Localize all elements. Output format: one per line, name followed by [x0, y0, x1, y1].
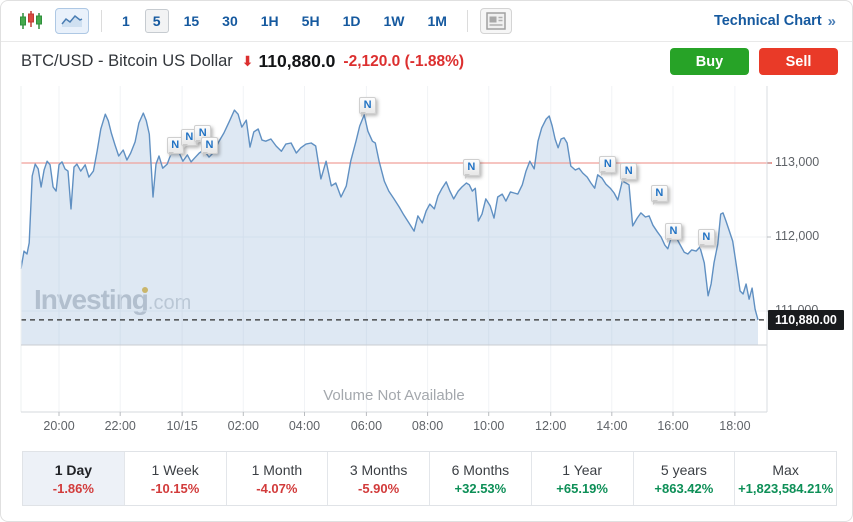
news-marker[interactable]: N [665, 222, 682, 243]
period-tab-6-months[interactable]: 6 Months +32.53% [430, 452, 532, 505]
period-change-percent: -1.86% [52, 480, 94, 496]
last-price: 110,880.0 [258, 51, 336, 71]
period-tab-1-year[interactable]: 1 Year +65.19% [531, 452, 634, 505]
candlestick-chart-icon[interactable] [19, 10, 43, 32]
period-tabs: 1 Day -1.86% 1 Week -10.15% 1 Month -4.07% 3 M… [22, 451, 837, 506]
trade-buttons: Buy Sell [670, 48, 838, 75]
x-tick-label: 06:00 [350, 419, 383, 433]
price-chart-svg [20, 86, 772, 416]
watermark-text: Investing [34, 284, 149, 315]
news-marker[interactable]: N [599, 155, 617, 176]
period-label: 6 Months [451, 461, 510, 478]
period-label: Max [772, 461, 799, 478]
area-chart-icon [61, 14, 83, 27]
interval-1m[interactable]: 1M [427, 13, 447, 29]
interval-1[interactable]: 1 [122, 13, 130, 29]
news-marker[interactable]: N [620, 162, 638, 183]
news-marker[interactable]: N [697, 228, 715, 249]
toolbar-divider [101, 10, 102, 32]
x-tick-label: 22:00 [104, 419, 136, 433]
period-change-percent: +65.19% [556, 480, 608, 496]
x-tick-label: 02:00 [227, 419, 259, 433]
interval-5h[interactable]: 5H [301, 13, 320, 29]
interval-15[interactable]: 15 [183, 13, 200, 29]
news-marker[interactable]: N [180, 128, 198, 149]
interval-1h[interactable]: 1H [260, 13, 279, 29]
period-label: 5 years [660, 461, 707, 478]
period-change-percent: +32.53% [454, 480, 507, 496]
period-change-percent: +1,823,584.21% [738, 480, 834, 496]
instrument-header: BTC/USD - Bitcoin US Dollar ⬇ 110,880.0 … [1, 42, 852, 81]
news-panel-button[interactable] [479, 8, 512, 34]
watermark: Investing.com [34, 284, 191, 316]
period-label: 1 Day [54, 461, 93, 478]
period-label: 3 Months [349, 461, 408, 478]
period-tab-max[interactable]: Max +1,823,584.21% [735, 452, 836, 505]
technical-chart-label: Technical Chart [713, 13, 822, 29]
period-tab-1-month[interactable]: 1 Month -4.07% [226, 452, 329, 505]
x-tick-label: 20:00 [43, 419, 75, 433]
period-tab-1-day[interactable]: 1 Day -1.86% [23, 452, 125, 505]
interval-5[interactable]: 5 [144, 9, 169, 33]
watermark-dot-icon [142, 287, 148, 293]
x-tick-label: 14:00 [596, 419, 628, 433]
double-chevron-icon: » [827, 12, 836, 30]
price-change: -2,120.0 (-1.88%) [343, 53, 464, 71]
y-tick-label: 112,000 [775, 229, 820, 243]
interval-list: 1 5 15 30 1H 5H 1D 1W 1M [114, 9, 455, 33]
news-panel-icon [486, 12, 506, 30]
interval-1w[interactable]: 1W [383, 13, 405, 29]
news-marker[interactable]: N [462, 159, 480, 180]
y-tick-label: 113,000 [775, 155, 820, 169]
period-change-percent: -5.90% [358, 480, 400, 496]
watermark-suffix: .com [148, 292, 191, 314]
x-tick-label: 08:00 [411, 419, 444, 433]
period-tab-5-years[interactable]: 5 years +863.42% [633, 452, 736, 505]
period-label: 1 Week [151, 461, 199, 478]
toolbar-divider [466, 10, 468, 32]
area-chart-type-button[interactable] [55, 8, 89, 34]
x-tick-label: 04:00 [288, 419, 321, 433]
x-tick-label: 10:00 [473, 419, 505, 433]
x-tick-label: 10/15 [166, 419, 198, 433]
last-price-tag: 110,880.00 [768, 309, 844, 330]
buy-button[interactable]: Buy [670, 48, 749, 75]
change-percent: (-1.88%) [404, 52, 465, 70]
news-marker[interactable]: N [200, 136, 218, 157]
interval-1d[interactable]: 1D [342, 13, 361, 29]
period-change-percent: +863.42% [654, 480, 714, 496]
instrument-name: BTC/USD - Bitcoin US Dollar [21, 52, 233, 70]
sell-button[interactable]: Sell [759, 48, 838, 75]
x-tick-label: 18:00 [719, 419, 751, 433]
news-marker[interactable]: N [650, 185, 668, 206]
period-change-percent: -10.15% [150, 480, 200, 496]
price-down-arrow-icon: ⬇ [241, 53, 254, 70]
period-tab-3-months[interactable]: 3 Months -5.90% [328, 452, 430, 505]
x-tick-label: 12:00 [535, 419, 567, 433]
news-marker[interactable]: N [359, 97, 377, 118]
x-tick-label: 16:00 [657, 419, 689, 433]
interval-30[interactable]: 30 [222, 13, 238, 29]
period-tab-1-week[interactable]: 1 Week -10.15% [124, 452, 227, 505]
toolbar: 1 5 15 30 1H 5H 1D 1W 1M Technical Chart » [1, 1, 852, 42]
technical-chart-link[interactable]: Technical Chart » [714, 13, 836, 30]
period-label: 1 Month [251, 461, 303, 478]
volume-note: Volume Not Available [323, 387, 465, 404]
period-change-percent: -4.07% [256, 480, 298, 496]
change-value: -2,120.0 [343, 52, 401, 70]
period-label: 1 Year [562, 461, 602, 478]
